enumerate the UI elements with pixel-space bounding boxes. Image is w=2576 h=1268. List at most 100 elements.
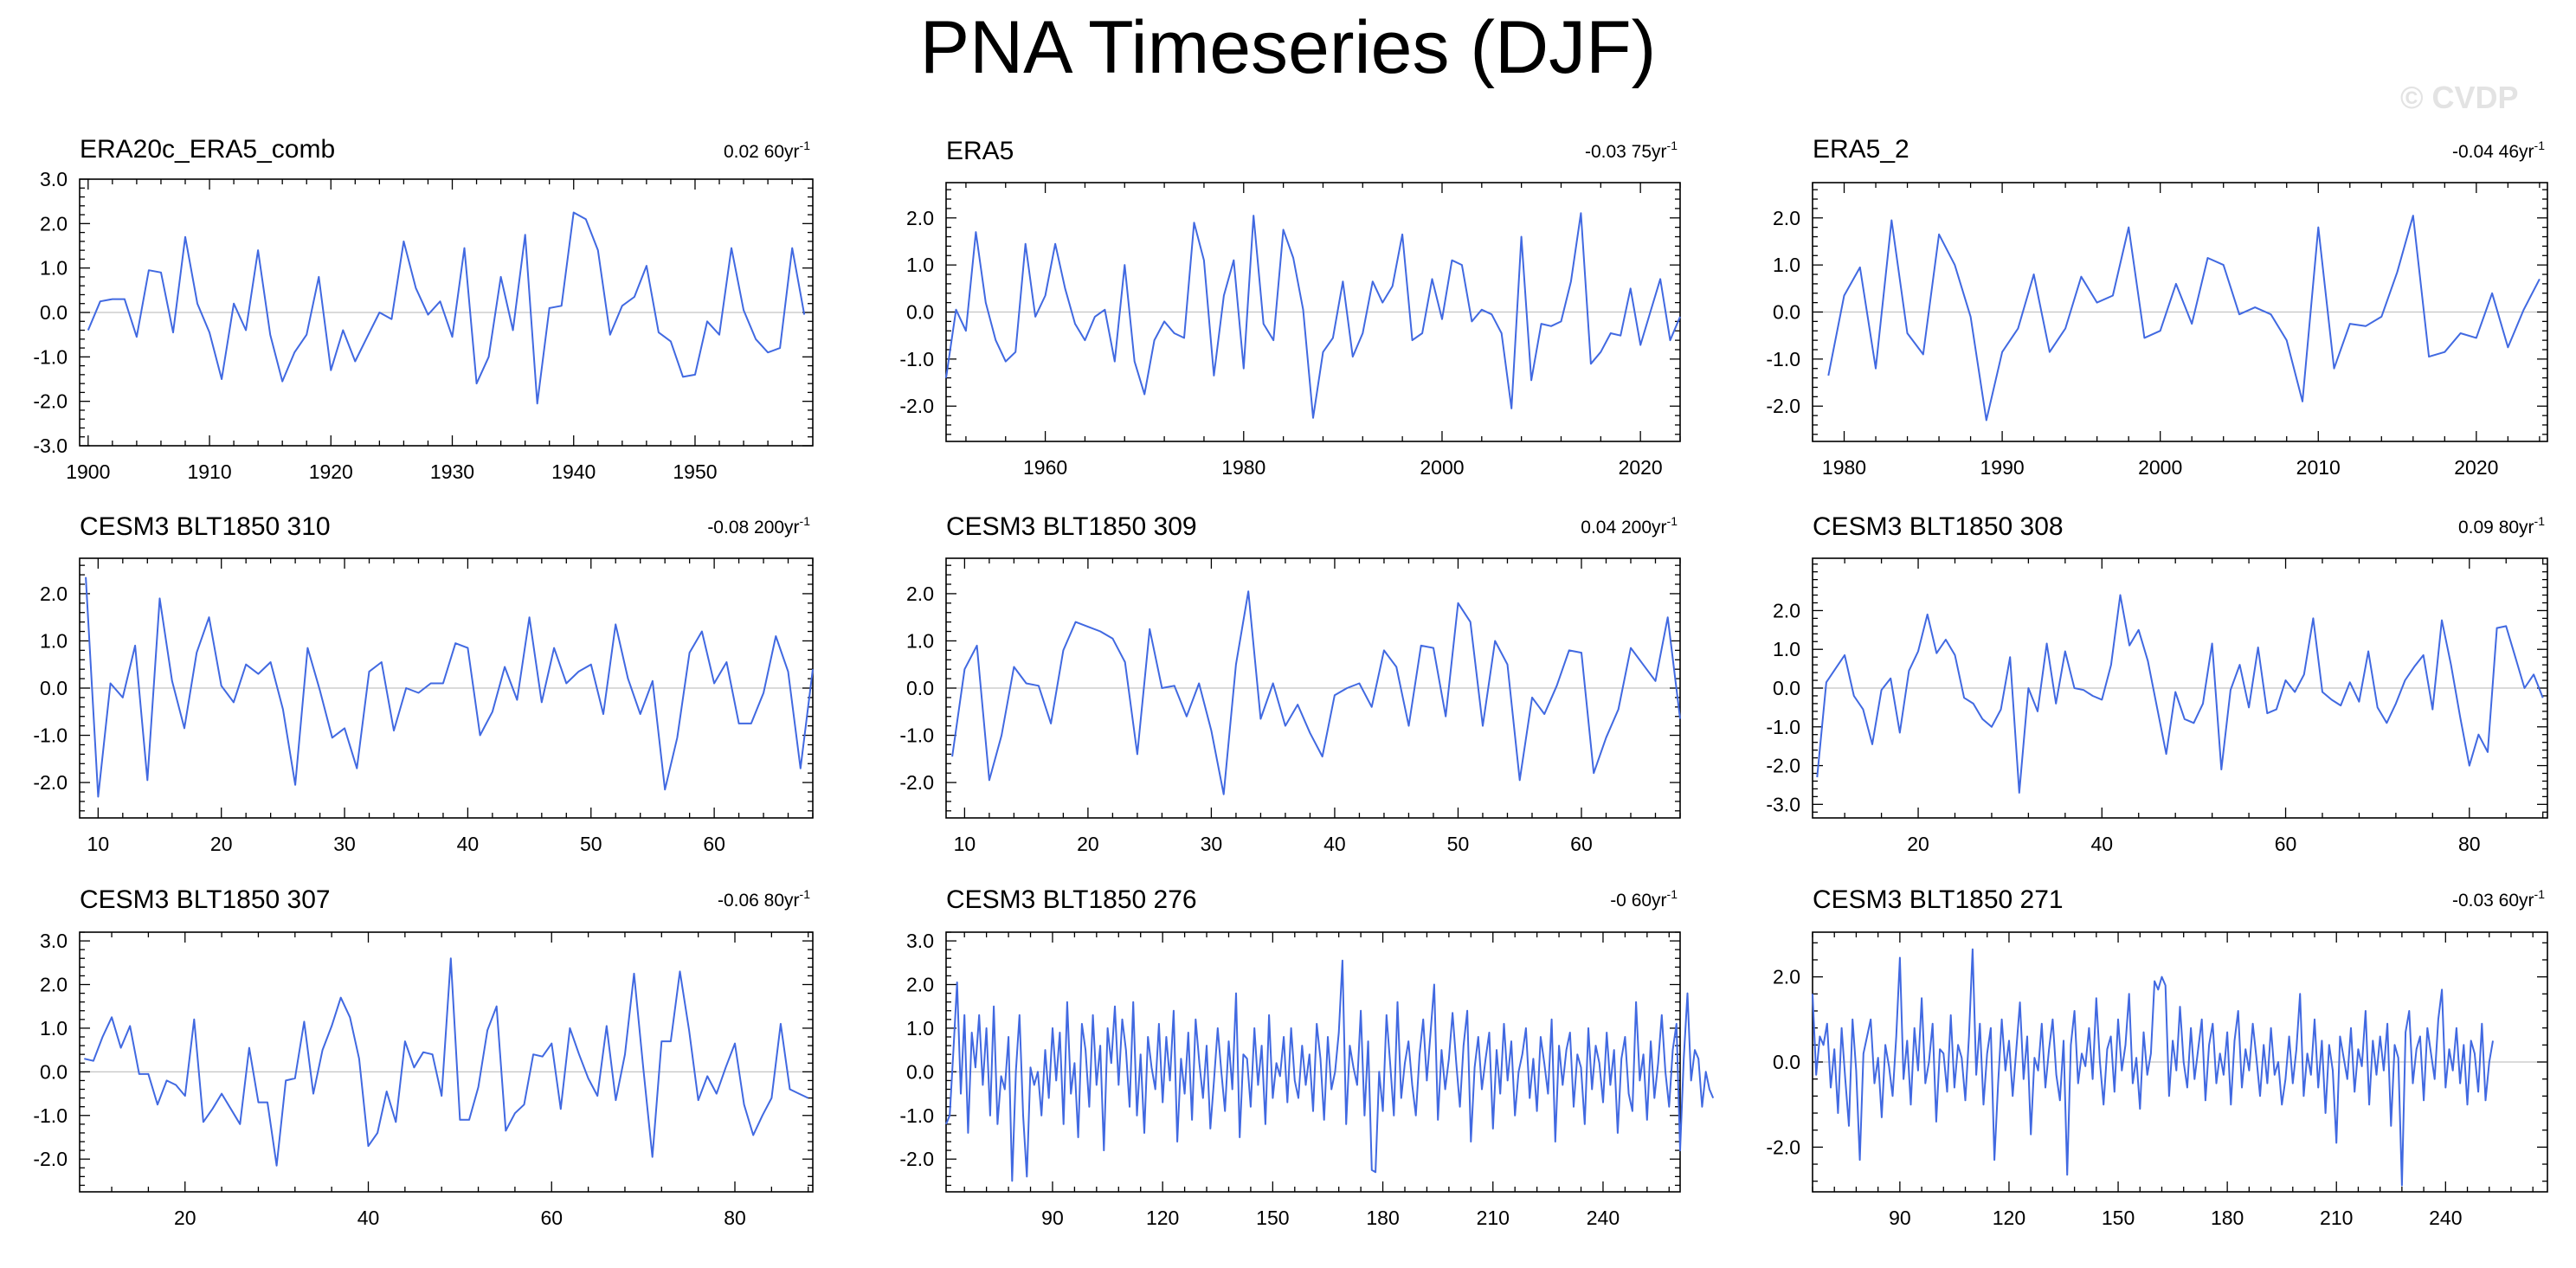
figure-title: PNA Timeseries (DJF)	[919, 6, 1657, 89]
x-tick-label: 60	[540, 1207, 563, 1229]
pna-series-line	[1827, 215, 2541, 422]
y-tick-label: 2.0	[1773, 207, 1800, 229]
y-tick-label: 1.0	[906, 629, 934, 652]
x-tick-label: 2020	[1619, 456, 1663, 479]
y-tick-label: 0.0	[906, 677, 934, 699]
panel-era5-2: ERA5_2 -0.04 46yr-1 -2.0 -1.0 0.0 1.0 2.0 198…	[1766, 135, 2548, 479]
trend-exponent: -1	[800, 138, 811, 152]
x-tick-label: 240	[1587, 1207, 1620, 1229]
pna-series-line	[87, 211, 806, 405]
x-tick-label: 1910	[187, 460, 231, 483]
y-tick-label: 0.0	[1773, 677, 1800, 699]
plot-area: -2.0 -1.0 0.0 1.0 2.0 10 20 30 40 50 60	[33, 558, 814, 855]
trend-label: -0 60yr-1	[1610, 887, 1678, 911]
y-tick-label: 1.0	[40, 1017, 68, 1040]
y-tick-label: 0.0	[906, 301, 934, 324]
pna-series-line	[945, 959, 1715, 1182]
x-tick-label: 150	[1256, 1207, 1289, 1229]
y-tick-label: 2.0	[1773, 966, 1800, 988]
x-tick-label: 90	[1889, 1207, 1911, 1229]
trend-label: -0.03 75yr-1	[1585, 138, 1678, 162]
y-tick-label: 2.0	[906, 207, 934, 229]
x-tick-label: 80	[2458, 833, 2481, 855]
x-tick-label: 90	[1041, 1207, 1064, 1229]
panel-cesm3-310: CESM3 BLT1850 310 -0.08 200yr-1 -2.0 -1.0…	[33, 512, 814, 855]
y-tick-label: 1.0	[40, 257, 68, 280]
panel-title: ERA5	[946, 137, 1014, 165]
y-tick-label: -2.0	[33, 390, 68, 413]
x-tick-label: 240	[2429, 1207, 2462, 1229]
x-tick-label: 1930	[430, 460, 474, 483]
x-tick-label: 120	[1993, 1207, 2025, 1229]
y-tick-label: -1.0	[1766, 348, 1800, 370]
trend-exponent: -1	[2534, 514, 2546, 528]
trend-exponent: -1	[2534, 138, 2546, 152]
panel-title: CESM3 BLT1850 307	[80, 885, 331, 914]
x-tick-label: 1980	[1221, 456, 1265, 479]
trend-value: -0 60yr	[1610, 891, 1666, 911]
y-tick-label: 2.0	[906, 974, 934, 996]
plot-area: -3.0 -2.0 -1.0 0.0 1.0 2.0 20 40 60 80	[1766, 558, 2547, 855]
trend-label: -0.08 200yr-1	[707, 514, 810, 537]
pna-series-line	[945, 212, 1681, 419]
x-tick-label: 50	[580, 833, 602, 855]
y-tick-label: -1.0	[899, 724, 934, 747]
x-tick-label: 10	[87, 833, 110, 855]
x-tick-label: 20	[1907, 833, 1929, 855]
x-tick-label: 40	[1323, 833, 1346, 855]
y-tick-label: -3.0	[1766, 793, 1800, 815]
panel-title: CESM3 BLT1850 308	[1813, 512, 2064, 541]
y-tick-label: 3.0	[40, 930, 68, 952]
y-tick-label: 0.0	[1773, 301, 1800, 324]
panel-title: CESM3 BLT1850 276	[946, 885, 1197, 914]
panel-cesm3-307: CESM3 BLT1850 307 -0.06 80yr-1 -2.0 -1.0 0…	[33, 885, 814, 1229]
panel-cesm3-308: CESM3 BLT1850 308 0.09 80yr-1 -3.0 -2.0 -1…	[1766, 512, 2548, 855]
y-tick-label: 0.0	[40, 677, 68, 699]
y-tick-label: 2.0	[40, 974, 68, 996]
plot-area: -2.0 -1.0 0.0 1.0 2.0 3.0 20 40 60 80	[33, 930, 813, 1229]
y-tick-label: 0.0	[906, 1060, 934, 1083]
x-tick-label: 1950	[673, 460, 717, 483]
panel-era5: ERA5 -0.03 75yr-1 -2.0 -1.0 0.0 1.0 2.0 1960 1…	[899, 137, 1681, 479]
y-tick-label: -1.0	[33, 345, 68, 368]
plot-area: -2.0 -1.0 0.0 1.0 2.0 3.0 90 120 150 180 210 240	[899, 930, 1715, 1229]
panel-cesm3-271: CESM3 BLT1850 271 -0.03 60yr-1 -2.0 0.0 2.…	[1766, 885, 2548, 1229]
y-tick-label: 2.0	[1773, 599, 1800, 621]
trend-value: 0.02 60yr	[724, 142, 800, 162]
panel-era20c-era5-comb: ERA20c_ERA5_comb 0.02 60yr-1 -3.0 -2.0 -1.…	[33, 135, 814, 483]
x-tick-label: 1960	[1023, 456, 1067, 479]
y-tick-label: -1.0	[899, 1104, 934, 1127]
trend-label: 0.02 60yr-1	[724, 138, 810, 162]
trend-label: 0.04 200yr-1	[1581, 514, 1678, 537]
trend-exponent: -1	[1667, 514, 1678, 528]
x-tick-label: 20	[210, 833, 233, 855]
panel-title: ERA20c_ERA5_comb	[80, 135, 335, 164]
y-tick-label: 2.0	[906, 583, 934, 605]
x-tick-label: 30	[1201, 833, 1223, 855]
x-tick-label: 1900	[66, 460, 110, 483]
y-tick-label: -1.0	[1766, 716, 1800, 738]
x-tick-label: 50	[1447, 833, 1470, 855]
y-tick-label: 3.0	[906, 930, 934, 952]
x-tick-label: 2000	[2138, 456, 2182, 479]
y-tick-label: -2.0	[1766, 395, 1800, 417]
x-tick-label: 180	[1366, 1207, 1399, 1229]
x-tick-label: 30	[333, 833, 356, 855]
y-tick-label: -1.0	[33, 1104, 68, 1127]
y-tick-label: -2.0	[1766, 1136, 1800, 1158]
y-tick-label: -2.0	[899, 771, 934, 794]
plot-area: -2.0 0.0 2.0 90 120 150 180 210 240	[1766, 932, 2547, 1229]
x-tick-label: 120	[1146, 1207, 1179, 1229]
y-tick-label: -2.0	[1766, 755, 1800, 777]
panel-title: CESM3 BLT1850 271	[1813, 885, 2064, 914]
y-tick-label: -1.0	[33, 724, 68, 747]
y-tick-label: -2.0	[33, 1148, 68, 1170]
x-tick-label: 1980	[1822, 456, 1866, 479]
trend-value: 0.04 200yr	[1581, 518, 1666, 537]
y-tick-label: 2.0	[40, 212, 68, 235]
trend-label: -0.03 60yr-1	[2452, 887, 2545, 911]
panel-cesm3-276: CESM3 BLT1850 276 -0 60yr-1 -2.0 -1.0 0.0 1…	[899, 885, 1715, 1229]
x-tick-label: 60	[703, 833, 725, 855]
y-tick-label: -2.0	[899, 395, 934, 417]
y-tick-label: 0.0	[1773, 1051, 1800, 1073]
